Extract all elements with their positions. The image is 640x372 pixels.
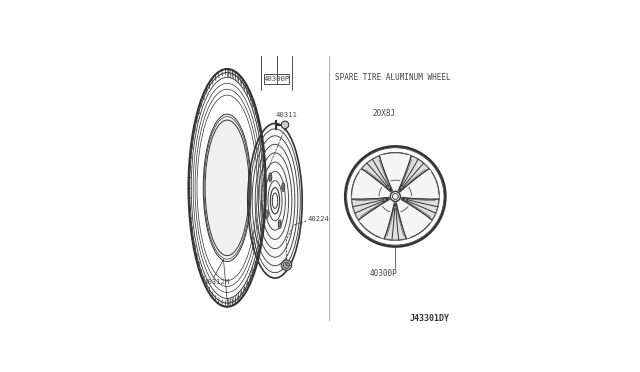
Circle shape (404, 198, 408, 202)
Circle shape (282, 121, 289, 129)
Polygon shape (403, 198, 439, 219)
Circle shape (404, 199, 407, 201)
Text: 40300P: 40300P (370, 269, 397, 278)
Polygon shape (399, 156, 429, 190)
Circle shape (394, 206, 396, 208)
Text: SPARE TIRE ALUMINUM WHEEL: SPARE TIRE ALUMINUM WHEEL (335, 73, 451, 82)
Circle shape (392, 193, 398, 199)
Ellipse shape (266, 212, 268, 217)
Circle shape (401, 186, 403, 189)
Bar (264, 74, 289, 84)
Circle shape (384, 199, 386, 201)
Circle shape (383, 198, 387, 202)
Ellipse shape (282, 183, 285, 192)
Text: 40311: 40311 (276, 112, 298, 118)
Text: 40312M: 40312M (204, 279, 230, 285)
Circle shape (394, 206, 397, 209)
Text: 40300P: 40300P (264, 76, 290, 82)
Ellipse shape (265, 210, 268, 218)
Polygon shape (385, 205, 406, 240)
Polygon shape (362, 156, 391, 190)
Circle shape (351, 153, 440, 241)
Text: 20X8J: 20X8J (372, 109, 396, 118)
Ellipse shape (269, 173, 272, 182)
Ellipse shape (204, 116, 250, 259)
Circle shape (387, 186, 390, 189)
Ellipse shape (248, 124, 302, 278)
Ellipse shape (269, 175, 271, 180)
Circle shape (284, 262, 290, 268)
Circle shape (400, 186, 404, 189)
Ellipse shape (278, 220, 281, 228)
Circle shape (390, 192, 401, 202)
Circle shape (388, 186, 390, 189)
Ellipse shape (270, 187, 280, 214)
Text: 40224: 40224 (308, 217, 330, 222)
Polygon shape (352, 198, 388, 219)
Ellipse shape (279, 222, 280, 227)
Text: J43301DY: J43301DY (410, 314, 450, 323)
Circle shape (282, 260, 292, 270)
Ellipse shape (282, 185, 284, 190)
